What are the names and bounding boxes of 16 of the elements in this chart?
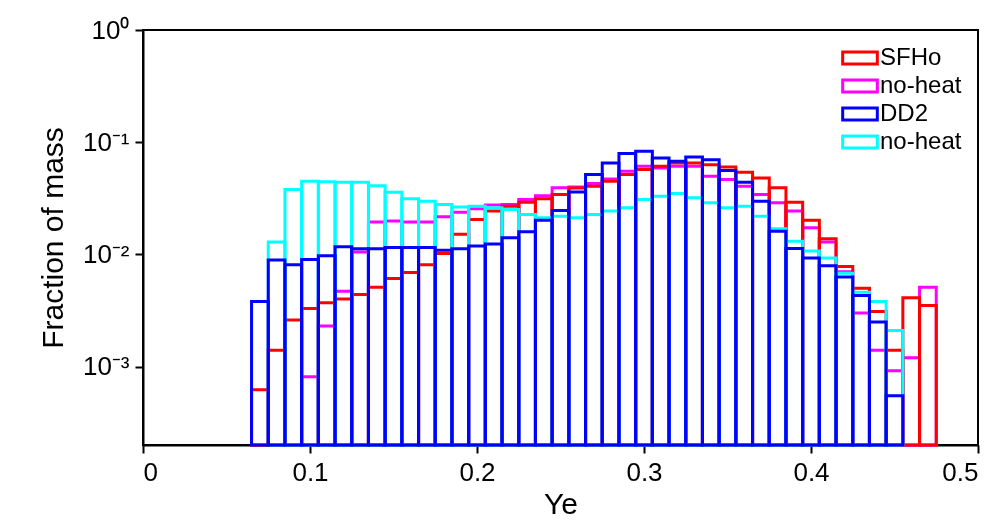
y-axis-title: Fraction of mass — [35, 127, 69, 349]
x-tick-label: 0 — [143, 456, 158, 487]
legend-label: no-heat — [880, 127, 962, 154]
x-tick-label: 0.3 — [626, 456, 663, 487]
y-tick-label: 10⁻¹ — [82, 126, 130, 157]
x-tick-label: 0.2 — [459, 456, 496, 487]
legend-label: no-heat — [880, 71, 962, 98]
y-tick-label: 10⁰ — [91, 14, 130, 45]
x-tick-label: 0.4 — [793, 456, 830, 487]
x-axis-title: Ye — [544, 486, 578, 520]
x-tick-label: 0.1 — [292, 456, 329, 487]
legend-label: DD2 — [880, 99, 929, 126]
y-tick-label: 10⁻² — [82, 238, 130, 269]
x-tick-label: 0.5 — [942, 456, 979, 487]
y-tick-label: 10⁻³ — [82, 351, 130, 382]
legend-label: SFHo — [880, 43, 942, 70]
